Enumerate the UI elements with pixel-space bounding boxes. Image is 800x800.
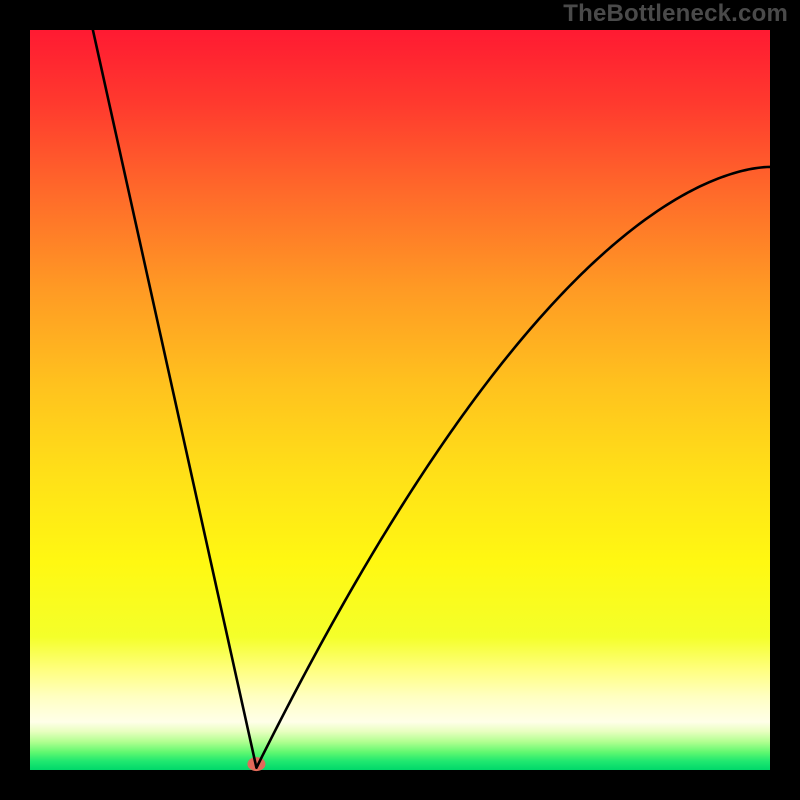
- chart-root: TheBottleneck.com: [0, 0, 800, 800]
- watermark-text: TheBottleneck.com: [563, 0, 788, 28]
- plot-gradient-background: [30, 30, 770, 770]
- bottleneck-curve-chart: [0, 0, 800, 800]
